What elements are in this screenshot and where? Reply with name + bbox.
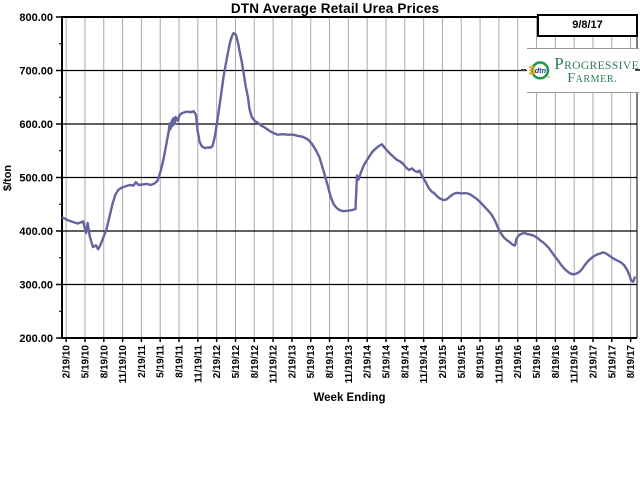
x-tick-label: 11/19/16 — [570, 345, 581, 384]
x-tick-label: 11/19/12 — [269, 345, 280, 384]
x-tick-label: 2/19/10 — [62, 345, 73, 379]
y-axis-title: $/ton — [2, 164, 14, 192]
x-tick-label: 2/19/13 — [287, 345, 298, 379]
x-tick-label: 11/19/15 — [494, 345, 505, 384]
y-tick-label: 700.00 — [19, 66, 53, 78]
logo-dash-right — [635, 69, 640, 71]
x-tick-label: 2/19/12 — [212, 345, 223, 379]
y-tick-label: 800.00 — [19, 12, 53, 24]
y-tick-label: 600.00 — [19, 119, 53, 131]
x-tick-label: 5/19/10 — [80, 345, 91, 379]
y-tick-label: 200.00 — [19, 333, 53, 345]
x-tick-label: 8/19/15 — [476, 345, 487, 379]
x-tick-label: 5/19/14 — [382, 345, 393, 379]
x-tick-label: 5/19/15 — [457, 345, 468, 379]
brand-line-progressive: Progressive — [554, 54, 639, 74]
x-tick-label: 5/19/12 — [231, 345, 242, 379]
x-tick-label: 2/19/14 — [363, 345, 374, 379]
x-tick-label: 11/19/10 — [118, 345, 129, 384]
dtn-logo-bar — [529, 68, 536, 71]
x-tick-label: 8/19/11 — [175, 345, 186, 378]
price-series-line — [61, 31, 636, 283]
dtn-logo-dot — [547, 75, 550, 78]
x-tick-label: 2/19/16 — [513, 345, 524, 379]
as-of-date-label: 9/8/17 — [572, 19, 603, 31]
x-tick-label: 8/19/10 — [99, 345, 110, 379]
y-tick-label: 300.00 — [19, 280, 53, 292]
x-tick-label: 8/19/17 — [626, 345, 637, 379]
x-tick-label: 5/19/16 — [532, 345, 543, 379]
dtn-logo-text: dtn — [535, 66, 547, 75]
x-tick-label: 11/19/14 — [419, 345, 430, 384]
x-tick-label: 11/19/13 — [344, 345, 355, 384]
as-of-date-box: 9/8/17 — [537, 14, 638, 37]
dtn-logo-icon: dtn — [529, 60, 550, 80]
x-tick-label: 5/19/17 — [607, 345, 618, 379]
y-tick-label: 400.00 — [19, 226, 53, 238]
x-tick-label: 8/19/16 — [551, 345, 562, 379]
x-tick-label: 8/19/14 — [400, 345, 411, 379]
x-tick-label: 5/19/13 — [306, 345, 317, 379]
x-tick-label: 2/19/11 — [137, 345, 148, 378]
x-tick-label: 5/19/11 — [156, 345, 167, 378]
x-tick-label: 2/19/15 — [438, 345, 449, 379]
progressive-farmer-wordmark: Progressive Farmer. — [554, 55, 639, 86]
dtn-logo-bar — [529, 65, 536, 68]
chart-title: DTN Average Retail Urea Prices — [230, 1, 440, 16]
x-tick-label: 8/19/13 — [325, 345, 336, 379]
dtn-logo-bar — [529, 72, 536, 75]
y-tick-label: 500.00 — [19, 173, 53, 185]
x-tick-label: 11/19/11 — [193, 345, 204, 383]
logo-dash-left — [521, 69, 526, 71]
x-tick-label: 2/19/17 — [588, 345, 599, 379]
x-axis-title: Week Ending — [313, 392, 386, 404]
x-tick-label: 8/19/12 — [250, 345, 261, 379]
dtn-progressive-farmer-logo: dtn Progressive Farmer. — [527, 48, 639, 93]
brand-line-farmer: Farmer. — [567, 70, 618, 86]
